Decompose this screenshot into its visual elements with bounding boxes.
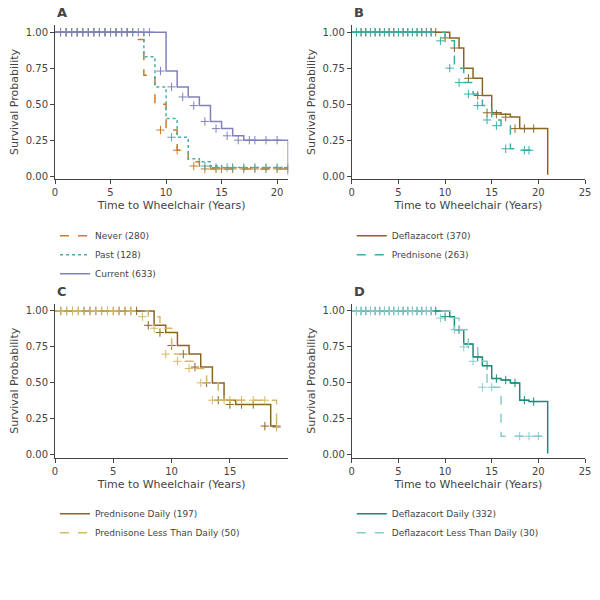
svg-text:5: 5 <box>107 187 113 198</box>
svg-text:0.25: 0.25 <box>323 135 345 146</box>
svg-text:10: 10 <box>439 187 452 198</box>
svg-text:Deflazacort Less Than Daily (3: Deflazacort Less Than Daily (30) <box>392 528 538 538</box>
svg-text:Prednisone Daily (197): Prednisone Daily (197) <box>95 509 197 519</box>
svg-text:1.00: 1.00 <box>26 305 48 316</box>
svg-text:0: 0 <box>349 187 355 198</box>
svg-text:5: 5 <box>110 466 116 477</box>
svg-text:1.00: 1.00 <box>26 27 48 38</box>
svg-text:0.00: 0.00 <box>323 171 345 182</box>
svg-text:5: 5 <box>395 466 401 477</box>
svg-text:Past (128): Past (128) <box>95 250 141 260</box>
svg-text:A: A <box>57 5 67 20</box>
svg-text:0.00: 0.00 <box>26 171 48 182</box>
svg-text:D: D <box>354 284 365 299</box>
svg-text:0.50: 0.50 <box>26 377 48 388</box>
svg-text:5: 5 <box>395 187 401 198</box>
svg-text:Prednisone Less Than Daily (50: Prednisone Less Than Daily (50) <box>95 528 240 538</box>
svg-text:0.75: 0.75 <box>323 341 345 352</box>
svg-text:Survival Probability: Survival Probability <box>305 327 318 433</box>
svg-text:Time to Wheelchair (Years): Time to Wheelchair (Years) <box>393 199 542 212</box>
svg-text:0: 0 <box>52 187 58 198</box>
svg-text:0.50: 0.50 <box>26 99 48 110</box>
svg-text:0: 0 <box>349 466 355 477</box>
svg-text:10: 10 <box>160 187 173 198</box>
svg-text:Deflazacort (370): Deflazacort (370) <box>392 231 471 241</box>
svg-text:15: 15 <box>485 187 498 198</box>
svg-text:0.25: 0.25 <box>26 135 48 146</box>
svg-text:Prednisone (263): Prednisone (263) <box>392 250 469 260</box>
svg-text:Deflazacort Daily (332): Deflazacort Daily (332) <box>392 509 496 519</box>
svg-text:1.00: 1.00 <box>323 305 345 316</box>
svg-text:25: 25 <box>579 466 592 477</box>
svg-text:C: C <box>57 284 67 299</box>
svg-text:10: 10 <box>439 466 452 477</box>
svg-text:20: 20 <box>271 187 284 198</box>
svg-text:Time to Wheelchair (Years): Time to Wheelchair (Years) <box>393 478 542 491</box>
svg-text:20: 20 <box>532 187 545 198</box>
svg-text:Time to Wheelchair (Years): Time to Wheelchair (Years) <box>97 199 246 212</box>
svg-text:10: 10 <box>165 466 178 477</box>
svg-text:0.75: 0.75 <box>323 63 345 74</box>
svg-text:15: 15 <box>224 466 237 477</box>
svg-text:20: 20 <box>532 466 545 477</box>
svg-text:Survival Probability: Survival Probability <box>8 49 21 155</box>
svg-text:0.00: 0.00 <box>26 449 48 460</box>
svg-text:Survival Probability: Survival Probability <box>305 49 318 155</box>
svg-text:0.00: 0.00 <box>323 449 345 460</box>
svg-text:0.50: 0.50 <box>323 99 345 110</box>
svg-text:B: B <box>354 5 364 20</box>
svg-text:0.25: 0.25 <box>323 413 345 424</box>
svg-text:Time to Wheelchair (Years): Time to Wheelchair (Years) <box>97 478 246 491</box>
svg-text:15: 15 <box>485 466 498 477</box>
svg-text:Never (280): Never (280) <box>95 231 149 241</box>
svg-text:Survival Probability: Survival Probability <box>8 327 21 433</box>
svg-text:Current (633): Current (633) <box>95 269 156 279</box>
svg-text:0: 0 <box>52 466 58 477</box>
svg-text:0.75: 0.75 <box>26 63 48 74</box>
svg-text:0.50: 0.50 <box>323 377 345 388</box>
svg-text:1.00: 1.00 <box>323 27 345 38</box>
svg-text:25: 25 <box>579 187 592 198</box>
svg-text:0.25: 0.25 <box>26 413 48 424</box>
svg-text:0.75: 0.75 <box>26 341 48 352</box>
svg-text:15: 15 <box>215 187 228 198</box>
